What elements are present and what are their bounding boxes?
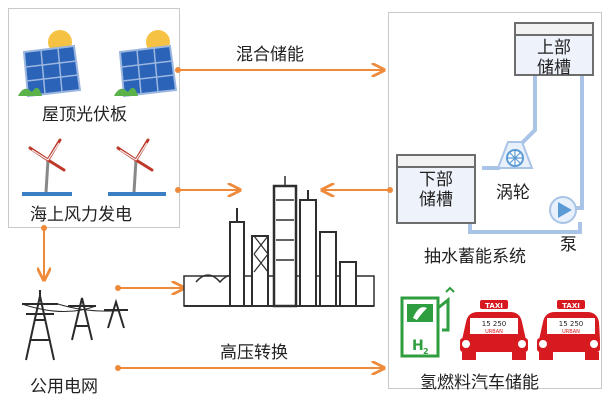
upper-tank-label-line1: 上部 (537, 38, 571, 58)
taxi-icon (460, 300, 528, 360)
lower-tank-label: 下部 储槽 (398, 170, 474, 210)
h2-symbol: H (412, 338, 424, 354)
lower-tank-label-line2: 储槽 (419, 190, 453, 210)
wind-label: 海上风力发电 (30, 205, 132, 225)
grid-label: 公用电网 (30, 377, 98, 397)
wind-turbine-icon (108, 138, 166, 196)
taxi-plate-number: 15 250 (482, 320, 507, 328)
hydrogen-storage-label: 氢燃料汽车储能 (420, 373, 539, 393)
taxi-icon (537, 300, 600, 360)
power-tower-icon (21, 290, 129, 361)
solar-label: 屋顶光伏板 (42, 105, 127, 125)
upper-tank-lid (516, 24, 592, 36)
turbine-icon (496, 141, 534, 169)
upper-tank-label: 上部 储槽 (516, 38, 592, 78)
lower-tank-label-line1: 下部 (419, 170, 453, 190)
hybrid-storage-label: 混合储能 (236, 45, 304, 65)
taxi-plate-number: 15 250 (559, 320, 584, 328)
lower-tank: 下部 储槽 (396, 154, 476, 224)
taxi-plate-text: URBAN (562, 329, 580, 335)
h2-subscript: 2 (423, 347, 429, 356)
storage-to-city-arrow (322, 187, 393, 193)
hybrid-storage-arrow (175, 67, 384, 73)
high-voltage-arrow (115, 365, 384, 371)
taxi-sign: TAXI (485, 302, 503, 310)
grid-to-city-arrow (115, 285, 184, 291)
upper-tank-label-line2: 储槽 (537, 58, 571, 78)
source-to-grid-arrow (41, 225, 47, 280)
wind-turbine-icon (22, 138, 72, 196)
upper-tank: 上部 储槽 (514, 22, 594, 78)
solar-panel-icon (18, 30, 82, 98)
turbine-label: 涡轮 (496, 183, 530, 203)
solar-panel-icon (114, 30, 178, 98)
city-skyline-icon (183, 176, 375, 308)
hydrogen-pump-icon (400, 286, 455, 358)
taxi-plate-text: URBAN (485, 329, 503, 335)
pumped-hydro-system-label: 抽水蓄能系统 (424, 247, 526, 267)
high-voltage-label: 高压转换 (220, 343, 288, 363)
wind-to-city-arrow (175, 187, 240, 193)
lower-tank-lid (398, 156, 474, 168)
taxi-sign: TAXI (562, 302, 580, 310)
pump-label: 泵 (560, 235, 577, 255)
pump-icon (549, 196, 577, 224)
